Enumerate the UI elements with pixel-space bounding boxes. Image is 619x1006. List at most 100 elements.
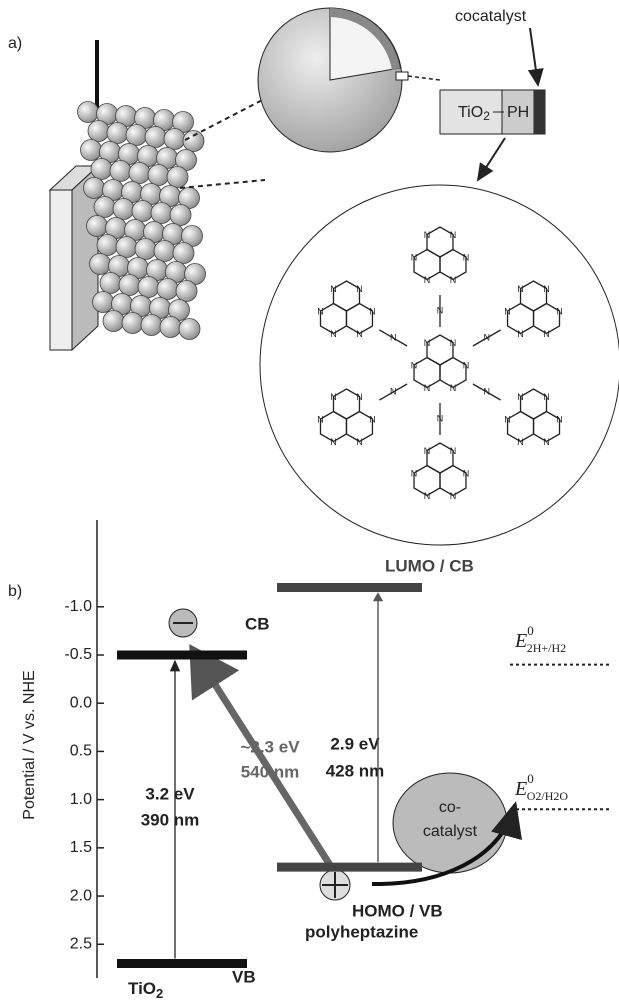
material-label: polyheptazine <box>305 922 418 941</box>
atom-label: N <box>369 306 376 316</box>
cocatalyst-label: catalyst <box>423 823 478 840</box>
particle <box>106 122 129 144</box>
y-tick-label: 2.0 <box>70 887 92 904</box>
atom-label: N <box>450 446 457 456</box>
gap-label: 2.9 eV <box>330 734 380 753</box>
particle <box>172 242 195 264</box>
atom-label: N <box>543 392 550 402</box>
atom-label: N <box>390 386 397 396</box>
ring <box>345 410 374 443</box>
y-tick-label: 1.5 <box>70 839 92 856</box>
atom-label: N <box>317 414 324 424</box>
zoom-box <box>395 71 409 81</box>
bond <box>472 329 501 347</box>
visible-excitation <box>189 644 333 867</box>
particle <box>80 139 102 161</box>
atom-label: N <box>411 252 418 262</box>
atom-label: N <box>543 437 550 447</box>
atom-label: N <box>517 437 524 447</box>
y-tick-label: -0.5 <box>64 646 92 663</box>
atom-label: N <box>330 392 337 402</box>
ring <box>345 302 374 335</box>
atom-label: N <box>450 338 457 348</box>
atom-label: N <box>424 446 431 456</box>
particle <box>178 318 201 340</box>
particle <box>102 310 125 332</box>
atom-label: N <box>463 468 470 478</box>
atom-label: N <box>517 392 524 402</box>
zoom-line <box>179 179 266 189</box>
atom-label: N <box>504 414 511 424</box>
bond <box>472 383 501 401</box>
atom-label: N <box>517 284 524 294</box>
particle <box>77 101 99 123</box>
particle <box>137 276 160 298</box>
electrode-front <box>49 189 73 351</box>
arrow <box>527 27 544 87</box>
particle <box>96 234 119 256</box>
atom-label: N <box>556 306 563 316</box>
atom-label: N <box>317 306 324 316</box>
y-axis-label: Potential / V vs. NHE <box>21 670 38 819</box>
atom-label: N <box>450 383 457 393</box>
bond <box>379 383 408 401</box>
arrow <box>476 137 506 182</box>
material-label: TiO2 <box>128 979 163 1001</box>
atom-label: N <box>424 338 431 348</box>
atom-label: N <box>330 437 337 447</box>
hole-transfer <box>371 801 522 887</box>
particle <box>175 280 198 302</box>
particle <box>92 291 114 313</box>
particle <box>112 198 135 220</box>
ring <box>439 248 467 281</box>
bond <box>379 329 408 347</box>
atom-label: N <box>556 414 563 424</box>
zoom-line <box>184 94 273 141</box>
level-label: VB <box>232 967 256 986</box>
atom-label: N <box>424 491 431 501</box>
level-label: LUMO / CB <box>385 556 474 575</box>
layer-label: TiO2 <box>458 104 490 123</box>
atom-label: N <box>437 413 444 423</box>
electrode-side <box>71 164 99 352</box>
particle <box>140 314 163 336</box>
particle <box>87 120 110 142</box>
gap-label: 428 nm <box>326 761 385 780</box>
particle <box>159 316 182 338</box>
particle <box>156 278 179 300</box>
atom-label: N <box>484 332 491 342</box>
atom-label: N <box>450 275 457 285</box>
ring <box>439 356 467 389</box>
atom-label: N <box>411 468 418 478</box>
particle <box>131 200 154 222</box>
atom-label: N <box>424 383 431 393</box>
level-label: CB <box>245 614 270 633</box>
particle <box>182 130 205 152</box>
potential-label: E0 2H+/H2 <box>514 623 566 655</box>
layer-label: PH <box>507 104 529 121</box>
atom-label: N <box>424 275 431 285</box>
atom-label: N <box>517 329 524 339</box>
layer-ph <box>501 89 535 135</box>
atom-label: N <box>369 414 376 424</box>
particle <box>83 177 105 199</box>
atom-label: N <box>390 332 397 342</box>
y-tick-label: -1.0 <box>64 598 92 615</box>
particle <box>153 240 176 262</box>
y-tick-label: 2.5 <box>70 935 92 952</box>
particle <box>134 238 157 260</box>
atom-label: N <box>330 284 337 294</box>
particle <box>163 128 186 150</box>
gap-label: ~2.3 eV <box>240 737 300 756</box>
atom-label: N <box>424 230 431 240</box>
particle <box>144 126 167 148</box>
atom-label: N <box>463 360 470 370</box>
particle <box>93 196 116 218</box>
particle-shell <box>330 8 400 70</box>
atom-label: N <box>504 306 511 316</box>
particle <box>90 158 113 180</box>
zoom-line <box>407 75 441 81</box>
callout: cocatalyst <box>455 8 527 25</box>
atom-label: N <box>330 329 337 339</box>
